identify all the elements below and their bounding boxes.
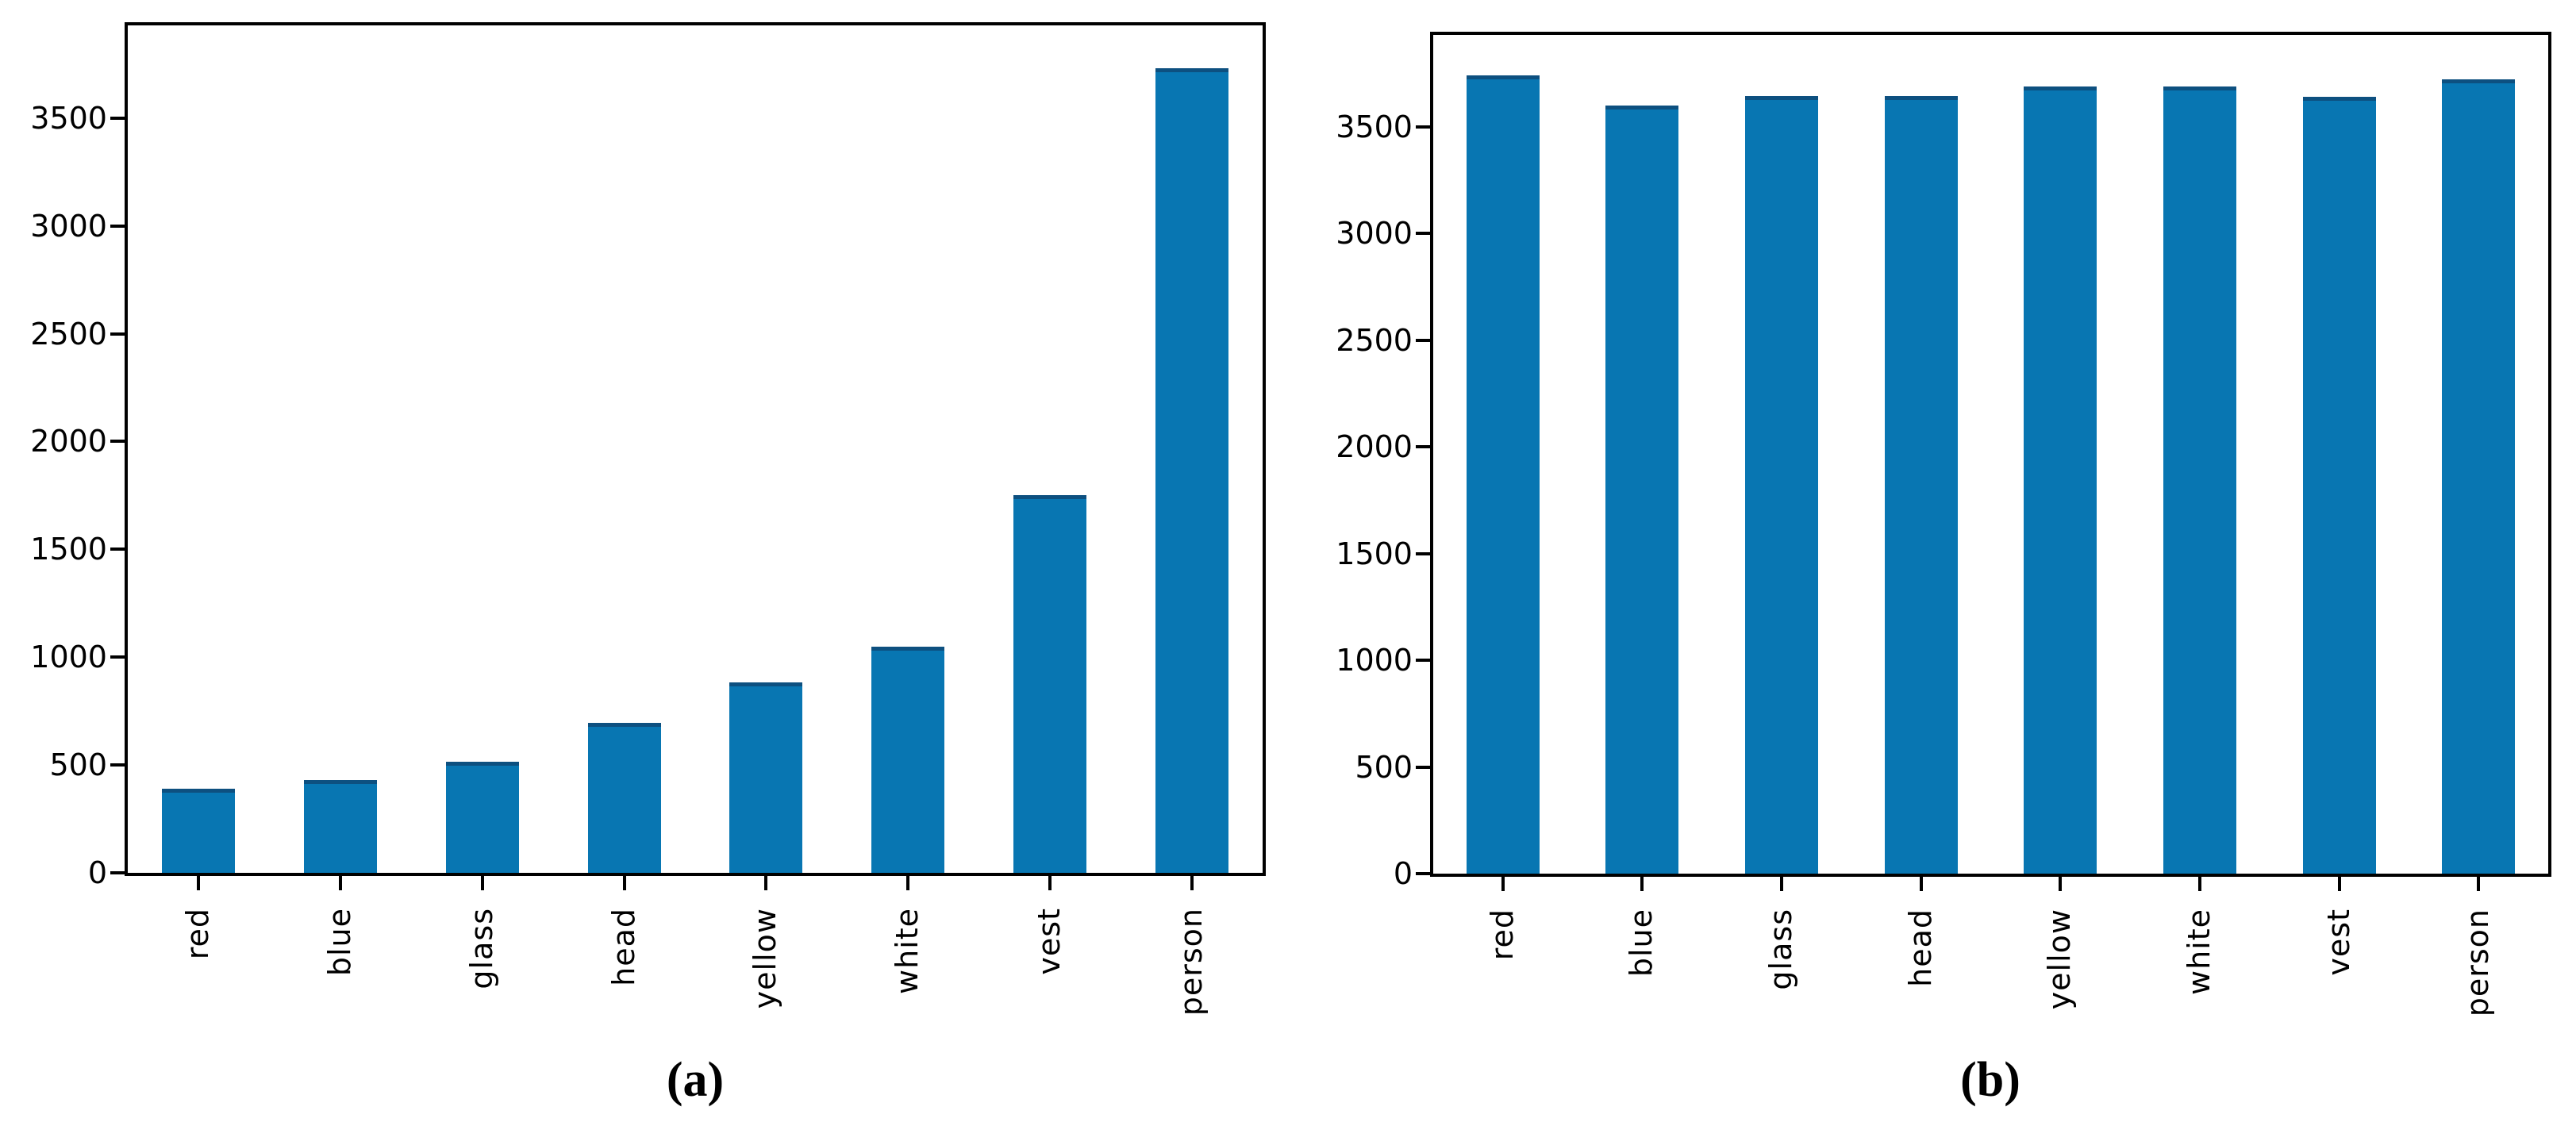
x-tick-label-blue: blue	[1624, 909, 1659, 978]
y-tick-label-2500: 2500	[30, 316, 107, 352]
y-tick-label-1500: 1500	[1336, 536, 1413, 571]
x-tick-person	[1190, 876, 1194, 890]
y-tick-label-500: 500	[49, 747, 107, 783]
y-tick-3500	[110, 116, 125, 120]
y-tick-label-0: 0	[87, 855, 107, 890]
bar-blue	[304, 780, 378, 873]
x-tick-yellow	[764, 876, 768, 890]
x-tick-label-head: head	[606, 908, 641, 986]
x-tick-label-vest: vest	[1031, 908, 1067, 975]
x-tick-person	[2477, 877, 2481, 891]
x-tick-white	[2197, 877, 2201, 891]
bar-white	[871, 646, 945, 873]
x-tick-vest	[1048, 876, 1052, 890]
caption-b: (b)	[1960, 1053, 2020, 1107]
bar-person	[2442, 79, 2516, 874]
x-tick-glass	[480, 876, 484, 890]
x-tick-label-red: red	[180, 908, 216, 960]
bar-head	[587, 723, 661, 873]
bar-blue	[1605, 105, 1679, 874]
x-tick-label-glass: glass	[463, 908, 499, 989]
bar-yellow	[2024, 86, 2097, 874]
bar-head	[1884, 95, 1958, 874]
x-tick-label-person: person	[1173, 908, 1209, 1016]
bar-glass	[1745, 95, 1819, 874]
y-tick-label-3500: 3500	[30, 100, 107, 136]
y-tick-3000	[1416, 232, 1430, 236]
x-tick-head	[1919, 877, 1923, 891]
y-tick-label-500: 500	[1355, 749, 1413, 785]
bar-yellow	[729, 682, 803, 873]
y-tick-label-3000: 3000	[30, 208, 107, 244]
y-tick-label-1000: 1000	[30, 640, 107, 675]
x-tick-yellow	[2059, 877, 2063, 891]
x-tick-label-white: white	[890, 908, 925, 994]
y-tick-3500	[1416, 125, 1430, 129]
y-tick-2500	[110, 332, 125, 336]
x-tick-label-red: red	[1484, 909, 1520, 961]
bar-white	[2163, 86, 2236, 874]
x-tick-label-vest: vest	[2320, 909, 2356, 976]
y-tick-1000	[110, 655, 125, 659]
x-tick-red	[1501, 877, 1505, 891]
y-tick-2500	[1416, 338, 1430, 342]
bar-vest	[1013, 495, 1086, 873]
x-tick-label-blue: blue	[322, 908, 358, 977]
y-tick-label-1000: 1000	[1336, 643, 1413, 678]
plot-area-a: 0 500 1000 1500 2000 2500 3000 3500 red blue glass…	[30, 22, 1266, 1016]
y-tick-500	[110, 763, 125, 767]
x-tick-label-yellow: yellow	[748, 908, 783, 1009]
y-tick-2000	[110, 440, 125, 444]
plot-area-b: 0 500 1000 1500 2000 2500 3000 3500 red blue glass…	[1336, 32, 2551, 1016]
x-tick-label-white: white	[2182, 909, 2217, 995]
y-tick-label-3500: 3500	[1336, 109, 1413, 144]
x-tick-blue	[339, 876, 343, 890]
y-tick-500	[1416, 765, 1430, 769]
y-tick-label-0: 0	[1393, 856, 1413, 891]
bar-vest	[2302, 97, 2376, 874]
y-tick-0	[110, 871, 125, 874]
x-tick-blue	[1640, 877, 1644, 891]
caption-a: (a)	[666, 1053, 725, 1107]
x-tick-glass	[1780, 877, 1784, 891]
bar-person	[1155, 68, 1228, 873]
y-tick-label-2000: 2000	[1336, 429, 1413, 465]
x-tick-white	[906, 876, 910, 890]
x-tick-red	[197, 876, 201, 890]
y-tick-3000	[110, 224, 125, 228]
x-tick-head	[622, 876, 626, 890]
y-tick-1000	[1416, 659, 1430, 663]
bar-red	[162, 789, 236, 873]
y-tick-0	[1416, 872, 1430, 875]
x-tick-label-head: head	[1902, 909, 1938, 987]
y-tick-label-2500: 2500	[1336, 322, 1413, 358]
y-tick-label-1500: 1500	[30, 532, 107, 567]
x-tick-label-glass: glass	[1763, 909, 1799, 990]
y-tick-1500	[110, 548, 125, 551]
y-tick-label-3000: 3000	[1336, 216, 1413, 252]
bar-red	[1466, 75, 1540, 874]
y-tick-1500	[1416, 551, 1430, 555]
y-tick-2000	[1416, 445, 1430, 449]
x-tick-label-yellow: yellow	[2042, 909, 2078, 1010]
x-tick-vest	[2337, 877, 2341, 891]
x-tick-label-person: person	[2460, 909, 2496, 1017]
bar-glass	[445, 762, 519, 873]
y-tick-label-2000: 2000	[30, 424, 107, 459]
